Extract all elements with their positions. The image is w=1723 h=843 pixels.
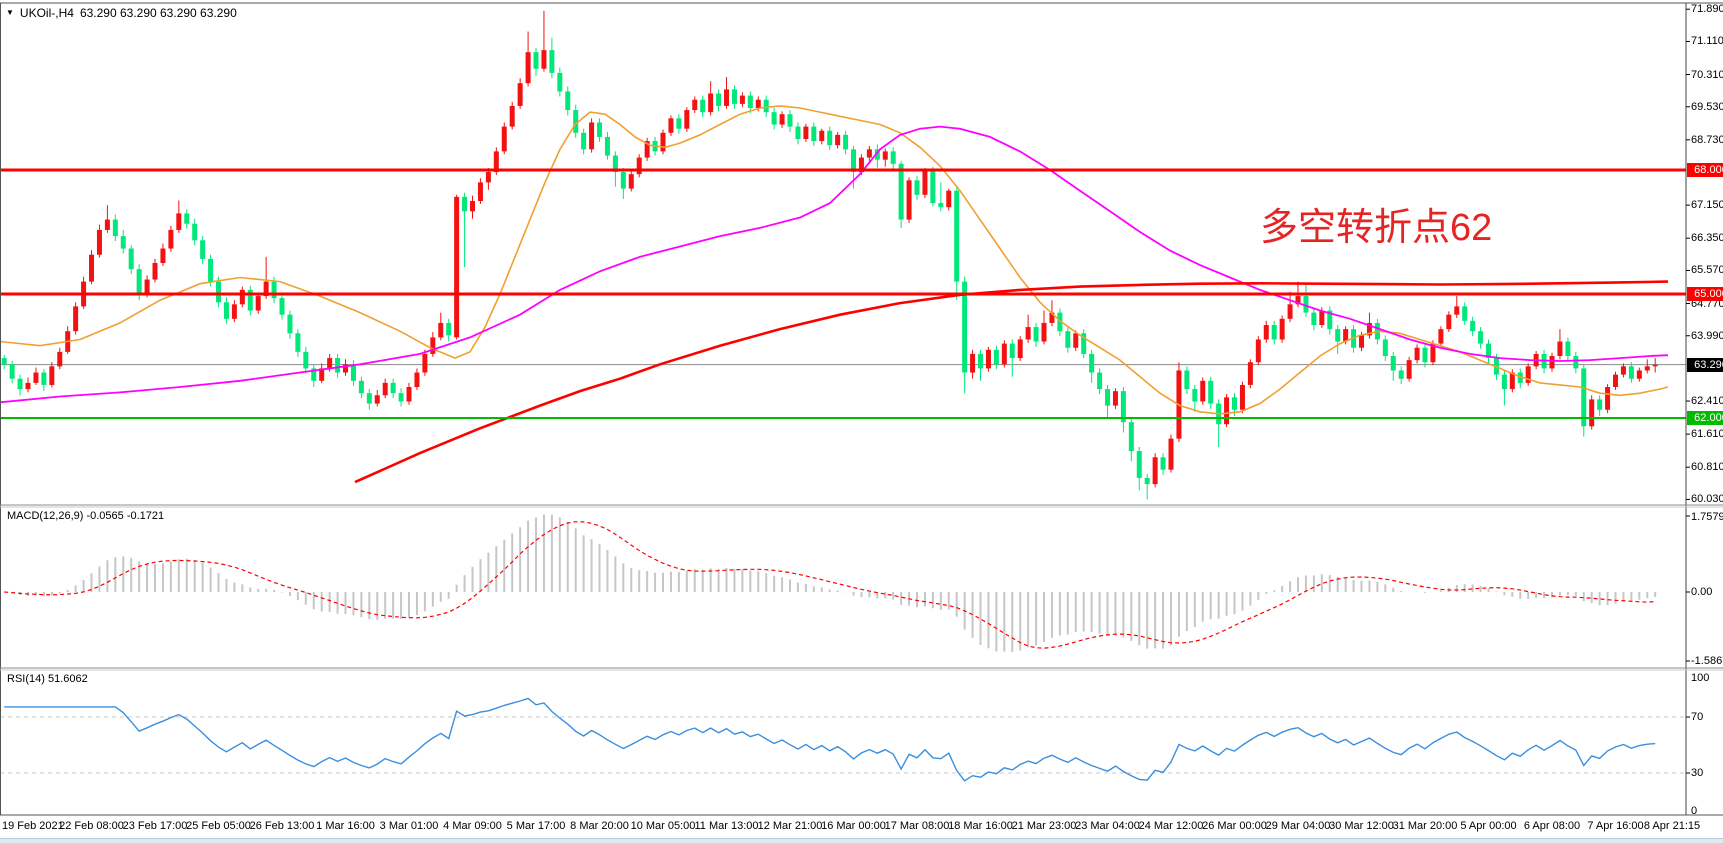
ma-mid-magenta[interactable] <box>0 125 1669 404</box>
macd-signal-line <box>4 521 1656 649</box>
ma-slow-red[interactable] <box>354 280 1669 484</box>
macd-histogram <box>11 514 1657 653</box>
panel-frame <box>0 2 1723 816</box>
candlestick-series[interactable] <box>1 10 1658 500</box>
rsi-line <box>4 697 1656 782</box>
ma-fast-orange[interactable] <box>0 105 1669 415</box>
